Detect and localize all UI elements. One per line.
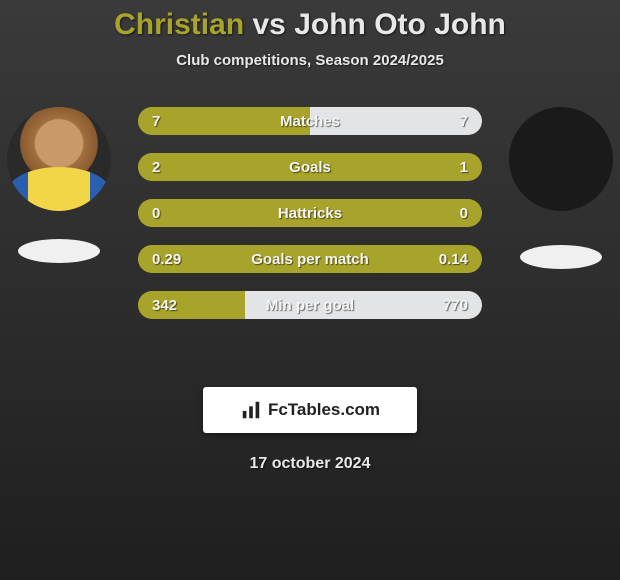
stat-value-left: 0 <box>152 205 212 222</box>
stat-bars: 7Matches7 2Goals1 0Hattricks0 0.29Goals per… <box>138 107 482 319</box>
stat-value-right: 770 <box>408 297 468 314</box>
comparison-card: Christian vs John Oto John Club competit… <box>0 0 620 580</box>
player1-name: Christian <box>114 8 244 41</box>
stat-value-left: 342 <box>152 297 212 314</box>
player2-column <box>506 107 616 269</box>
stat-row: 342Min per goal770 <box>138 291 482 319</box>
stat-value-right: 0.14 <box>408 251 468 268</box>
stat-label: Goals per match <box>212 251 408 268</box>
stat-row: 0Hattricks0 <box>138 199 482 227</box>
player2-avatar <box>509 107 613 211</box>
player2-name: John Oto John <box>294 8 506 41</box>
player1-column <box>4 107 114 263</box>
stat-value-left: 7 <box>152 113 212 130</box>
stat-row: 2Goals1 <box>138 153 482 181</box>
player2-flag <box>520 245 602 269</box>
stat-value-right: 1 <box>408 159 468 176</box>
site-name: FcTables.com <box>268 400 380 420</box>
stat-label: Goals <box>212 159 408 176</box>
snapshot-date: 17 october 2024 <box>0 455 620 473</box>
subtitle: Club competitions, Season 2024/2025 <box>0 52 620 69</box>
player1-jersey <box>7 167 111 211</box>
site-badge[interactable]: FcTables.com <box>203 387 417 433</box>
stat-label: Matches <box>212 113 408 130</box>
vs-separator: vs <box>253 8 286 41</box>
stat-value-left: 2 <box>152 159 212 176</box>
stat-label: Min per goal <box>212 297 408 314</box>
page-title: Christian vs John Oto John <box>0 8 620 42</box>
bar-chart-icon <box>240 399 262 421</box>
stat-value-right: 0 <box>408 205 468 222</box>
stat-row: 7Matches7 <box>138 107 482 135</box>
player1-flag <box>18 239 100 263</box>
stat-value-left: 0.29 <box>152 251 212 268</box>
stat-row: 0.29Goals per match0.14 <box>138 245 482 273</box>
comparison-arena: 7Matches7 2Goals1 0Hattricks0 0.29Goals per… <box>0 107 620 367</box>
stat-label: Hattricks <box>212 205 408 222</box>
stat-value-right: 7 <box>408 113 468 130</box>
player1-avatar <box>7 107 111 211</box>
